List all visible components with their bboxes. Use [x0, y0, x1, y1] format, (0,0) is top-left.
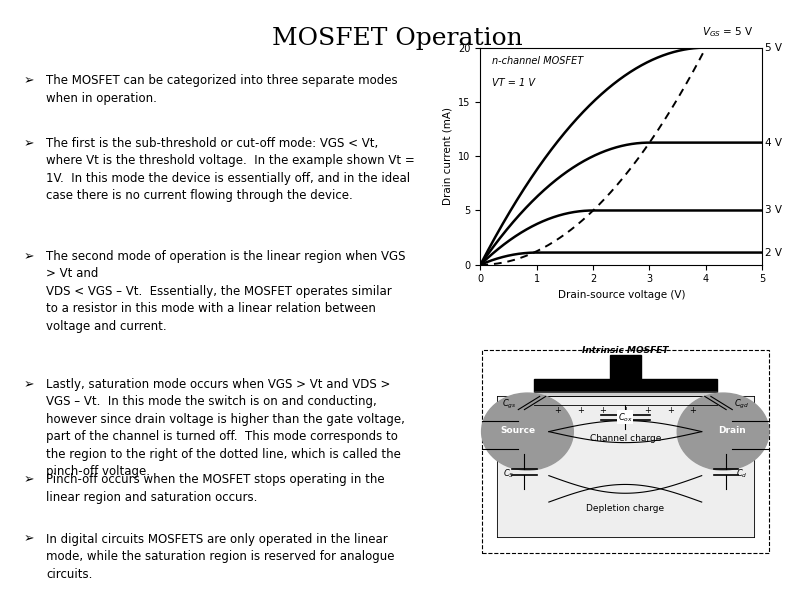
Text: The MOSFET can be categorized into three separate modes
when in operation.: The MOSFET can be categorized into three… [46, 74, 398, 105]
Text: ➢: ➢ [24, 473, 34, 486]
Text: Channel charge: Channel charge [590, 434, 661, 443]
Text: 4 V: 4 V [765, 137, 782, 148]
Text: +: + [644, 406, 651, 415]
Text: VT = 1 V: VT = 1 V [491, 78, 534, 88]
Text: +: + [667, 406, 673, 415]
Text: Lastly, saturation mode occurs when VGS > Vt and VDS >
VGS – Vt.  In this mode t: Lastly, saturation mode occurs when VGS … [46, 378, 405, 478]
Text: ➢: ➢ [24, 533, 34, 546]
Text: The first is the sub-threshold or cut-off mode: VGS < Vt,
where Vt is the thresh: The first is the sub-threshold or cut-of… [46, 137, 414, 202]
Polygon shape [534, 379, 717, 392]
Text: The second mode of operation is the linear region when VGS
> Vt and
VDS < VGS – : The second mode of operation is the line… [46, 250, 406, 333]
Text: Pinch-off occurs when the MOSFET stops operating in the
linear region and satura: Pinch-off occurs when the MOSFET stops o… [46, 473, 384, 503]
Text: 2 V: 2 V [765, 248, 782, 258]
Text: +: + [599, 406, 607, 415]
Text: ➢: ➢ [24, 378, 34, 391]
Text: $C_{gs}$: $C_{gs}$ [502, 397, 516, 411]
Text: 3 V: 3 V [765, 205, 782, 215]
Text: $C_{gd}$: $C_{gd}$ [734, 397, 749, 411]
Text: ➢: ➢ [24, 74, 34, 87]
Polygon shape [534, 392, 717, 396]
Text: +: + [554, 406, 561, 415]
Ellipse shape [677, 393, 769, 470]
Text: n-channel MOSFET: n-channel MOSFET [491, 57, 583, 66]
Y-axis label: Drain current (mA): Drain current (mA) [443, 107, 453, 205]
Text: Drain: Drain [719, 426, 746, 435]
Text: Gate charge: Gate charge [597, 381, 653, 390]
Text: $C_{ox}$: $C_{ox}$ [618, 411, 633, 424]
Text: ➢: ➢ [24, 250, 34, 263]
Text: Depletion charge: Depletion charge [586, 504, 665, 513]
Text: ➢: ➢ [24, 137, 34, 150]
Text: Source: Source [501, 426, 536, 435]
Polygon shape [497, 396, 754, 537]
X-axis label: Drain-source voltage (V): Drain-source voltage (V) [557, 290, 685, 300]
Text: $C_S$: $C_S$ [503, 467, 515, 480]
Text: 5 V: 5 V [765, 43, 782, 52]
Text: $C_d$: $C_d$ [735, 467, 747, 480]
Text: +: + [689, 406, 696, 415]
Polygon shape [610, 355, 641, 379]
Text: +: + [622, 406, 629, 415]
Text: +: + [577, 406, 584, 415]
Text: MOSFET Operation: MOSFET Operation [272, 27, 522, 50]
Text: Intrinsic MOSFET: Intrinsic MOSFET [582, 346, 669, 355]
Text: In digital circuits MOSFETS are only operated in the linear
mode, while the satu: In digital circuits MOSFETS are only ope… [46, 533, 395, 581]
Ellipse shape [482, 393, 573, 470]
Text: $V_{GS}$ = 5 V: $V_{GS}$ = 5 V [702, 25, 754, 39]
